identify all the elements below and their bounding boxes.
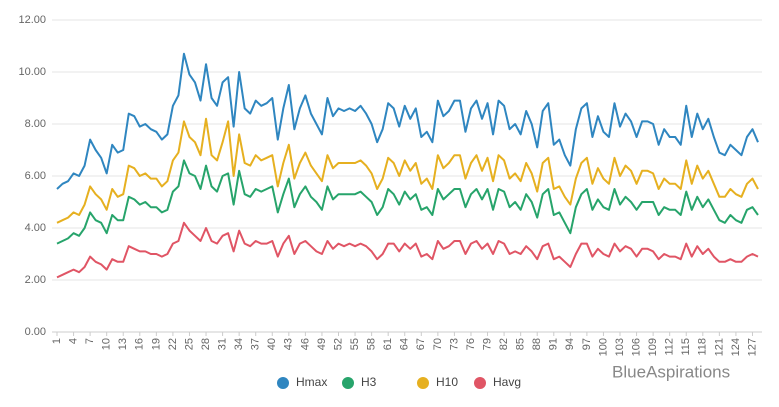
x-tick-label: 121 (713, 338, 725, 356)
x-tick-label: 97 (581, 338, 593, 350)
x-tick-label: 28 (200, 338, 212, 350)
legend-label: Havg (493, 375, 521, 389)
x-tick-label: 76 (465, 338, 477, 350)
x-tick-label: 40 (266, 338, 278, 350)
x-tick-label: 88 (531, 338, 543, 350)
x-tick-label: 73 (448, 338, 460, 350)
x-tick-label: 100 (597, 338, 609, 356)
x-tick-label: 124 (730, 338, 742, 356)
legend-marker (342, 377, 354, 389)
x-tick-label: 52 (332, 338, 344, 350)
x-tick-label: 106 (630, 338, 642, 356)
x-tick-label: 94 (564, 338, 576, 350)
x-tick-label: 64 (399, 338, 411, 350)
series-line (56, 221, 759, 279)
legend-marker (277, 377, 289, 389)
x-tick-label: 61 (382, 338, 394, 350)
x-tick-label: 31 (216, 338, 228, 350)
x-tick-label: 34 (233, 338, 245, 350)
legend-label: H10 (436, 375, 458, 389)
x-tick-label: 103 (614, 338, 626, 356)
y-tick-label: 12.00 (18, 14, 46, 26)
x-tick-label: 82 (498, 338, 510, 350)
x-tick-label: 1 (51, 338, 63, 344)
x-tick-label: 112 (664, 338, 676, 356)
x-tick-label: 4 (67, 338, 79, 344)
legend-marker (417, 377, 429, 389)
series-line (56, 117, 759, 224)
x-tick-label: 37 (250, 338, 262, 350)
x-tick-label: 79 (481, 338, 493, 350)
legend-label: H3 (361, 375, 377, 389)
x-tick-label: 19 (150, 338, 162, 350)
y-tick-label: 0.00 (25, 326, 46, 338)
x-tick-label: 127 (746, 338, 758, 356)
y-tick-label: 8.00 (25, 118, 46, 130)
y-tick-label: 4.00 (25, 222, 46, 234)
x-tick-label: 46 (299, 338, 311, 350)
x-tick-label: 55 (349, 338, 361, 350)
watermark: BlueAspirations (612, 362, 730, 381)
x-tick-label: 58 (366, 338, 378, 350)
x-tick-label: 85 (515, 338, 527, 350)
x-tick-label: 67 (415, 338, 427, 350)
x-tick-label: 13 (117, 338, 129, 350)
series-line (56, 52, 759, 190)
x-tick-label: 43 (283, 338, 295, 350)
series-line (56, 159, 759, 245)
x-tick-label: 22 (167, 338, 179, 350)
x-tick-label: 49 (316, 338, 328, 350)
x-tick-label: 16 (134, 338, 146, 350)
x-tick-label: 109 (647, 338, 659, 356)
y-tick-label: 2.00 (25, 274, 46, 286)
x-tick-label: 118 (697, 338, 709, 356)
legend-label: Hmax (296, 375, 327, 389)
legend-marker (474, 377, 486, 389)
x-tick-label: 25 (183, 338, 195, 350)
x-tick-label: 91 (548, 338, 560, 350)
y-tick-label: 6.00 (25, 170, 46, 182)
x-tick-label: 10 (101, 338, 113, 350)
x-tick-label: 115 (680, 338, 692, 356)
x-tick-label: 7 (84, 338, 96, 344)
y-tick-label: 10.00 (18, 66, 46, 78)
x-tick-label: 70 (432, 338, 444, 350)
